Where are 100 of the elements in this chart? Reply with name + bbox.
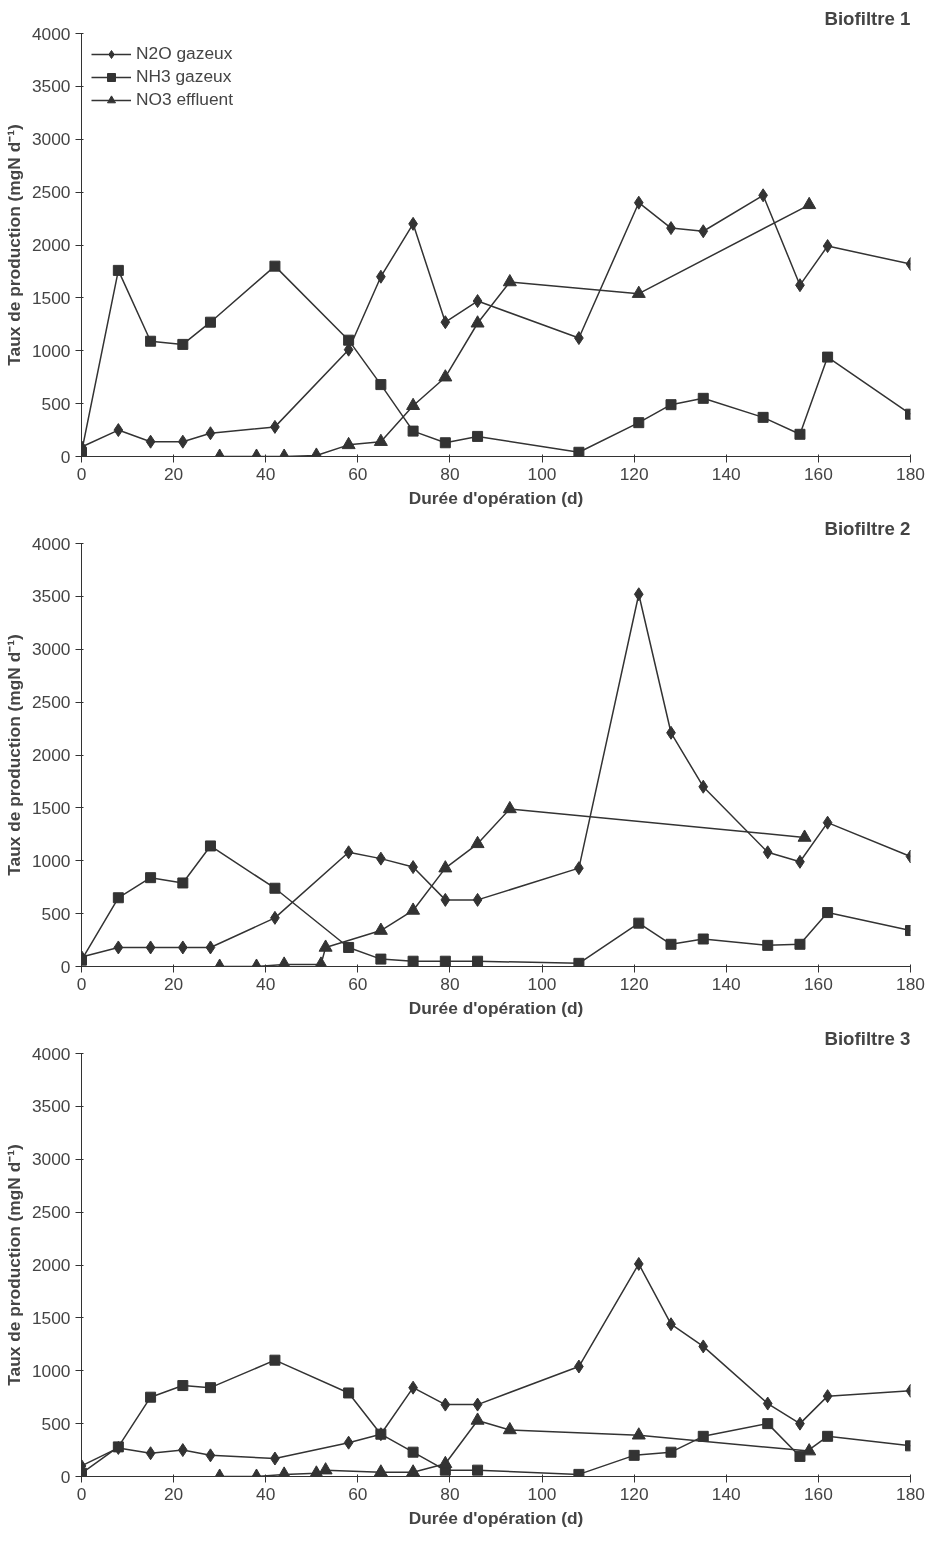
point (145, 940, 156, 955)
point (633, 417, 645, 429)
point (341, 436, 356, 450)
x-tick-label: 20 (163, 463, 184, 484)
point (145, 872, 157, 884)
point (665, 399, 677, 411)
point (631, 1427, 646, 1440)
y-tick-label: 0 (60, 956, 71, 977)
y-tick-label: 0 (60, 1466, 71, 1487)
y-tick-label: 3500 (31, 586, 71, 607)
point (145, 1391, 157, 1403)
point (502, 274, 517, 287)
point (407, 955, 419, 967)
point (822, 815, 833, 830)
x-tick-label: 60 (348, 1483, 368, 1504)
y-axis-title: Taux de production (mgN d⁻¹) (3, 1144, 24, 1386)
x-tick-label: 120 (619, 973, 649, 994)
point (177, 338, 189, 350)
point (407, 1446, 419, 1458)
point (628, 1449, 640, 1461)
point (698, 779, 709, 794)
x-tick-label: 140 (711, 463, 741, 484)
y-tick-label: 500 (41, 1413, 71, 1434)
point (757, 411, 769, 423)
y-tick-label: 4000 (31, 1043, 71, 1064)
point (470, 315, 485, 328)
point (145, 434, 156, 449)
point (205, 1448, 216, 1463)
point (633, 917, 645, 929)
point (762, 1418, 774, 1430)
point (112, 892, 124, 904)
x-tick-label: 100 (527, 463, 557, 484)
point (269, 1354, 281, 1366)
y-tick-label: 3500 (31, 76, 71, 97)
y-tick-label: 1000 (31, 340, 71, 361)
x-tick-label: 100 (527, 973, 557, 994)
y-axis-title: Taux de production (mgN d⁻¹) (3, 634, 24, 876)
point (343, 845, 354, 860)
point (204, 1382, 216, 1394)
x-axis-title: Durée d'opération (d) (408, 1507, 584, 1528)
point (762, 1396, 773, 1411)
point (406, 902, 421, 915)
y-tick-label: 0 (60, 446, 71, 467)
x-tick-label: 160 (803, 463, 833, 484)
point (762, 939, 774, 951)
x-tick-label: 40 (256, 463, 276, 484)
y-tick-label: 1500 (31, 1307, 71, 1328)
point (177, 1380, 189, 1392)
point (440, 315, 451, 330)
chart-title: Biofiltre 3 (824, 1027, 911, 1049)
y-tick-label: 2000 (31, 745, 71, 765)
point (204, 316, 216, 328)
point (665, 938, 677, 950)
point (375, 953, 387, 965)
point (438, 860, 453, 873)
point (470, 835, 485, 849)
point (204, 840, 216, 852)
x-tick-label: 120 (619, 1483, 649, 1504)
point (697, 933, 709, 945)
x-tick-label: 0 (76, 1483, 87, 1504)
point (472, 430, 484, 442)
point (797, 829, 812, 842)
x-tick-label: 40 (256, 1483, 276, 1504)
y-tick-label: 3000 (31, 639, 71, 660)
x-tick-label: 0 (76, 973, 87, 994)
point (762, 845, 773, 860)
point (822, 907, 834, 919)
point (145, 1446, 156, 1461)
point (407, 425, 419, 437)
y-axis-title: Taux de production (mgN d⁻¹) (3, 124, 24, 366)
point (440, 892, 451, 907)
chart-title: Biofiltre 2 (824, 517, 911, 539)
point (470, 1412, 485, 1425)
point (343, 1435, 354, 1450)
point (373, 922, 388, 935)
point (573, 1468, 585, 1477)
x-tick-label: 20 (163, 973, 184, 994)
point (502, 1421, 517, 1435)
legend-label: NH3 gazeux (136, 66, 232, 87)
x-tick-label: 20 (163, 1483, 184, 1504)
x-tick-label: 80 (440, 463, 460, 484)
x-tick-label: 140 (711, 973, 741, 994)
point (794, 1450, 806, 1462)
chart-title: Biofiltre 1 (824, 7, 911, 29)
y-tick-label: 2500 (31, 182, 71, 203)
point (472, 892, 483, 907)
point (438, 1455, 453, 1469)
point (794, 428, 806, 440)
point (472, 955, 484, 967)
point (822, 1389, 833, 1404)
point (633, 195, 644, 210)
x-tick-label: 0 (76, 463, 87, 484)
x-tick-label: 60 (348, 973, 368, 994)
point (822, 239, 833, 254)
point (113, 940, 124, 955)
point (318, 1462, 333, 1475)
point (573, 446, 585, 457)
y-tick-label: 500 (41, 903, 71, 924)
point (472, 294, 483, 309)
point (472, 1397, 483, 1412)
